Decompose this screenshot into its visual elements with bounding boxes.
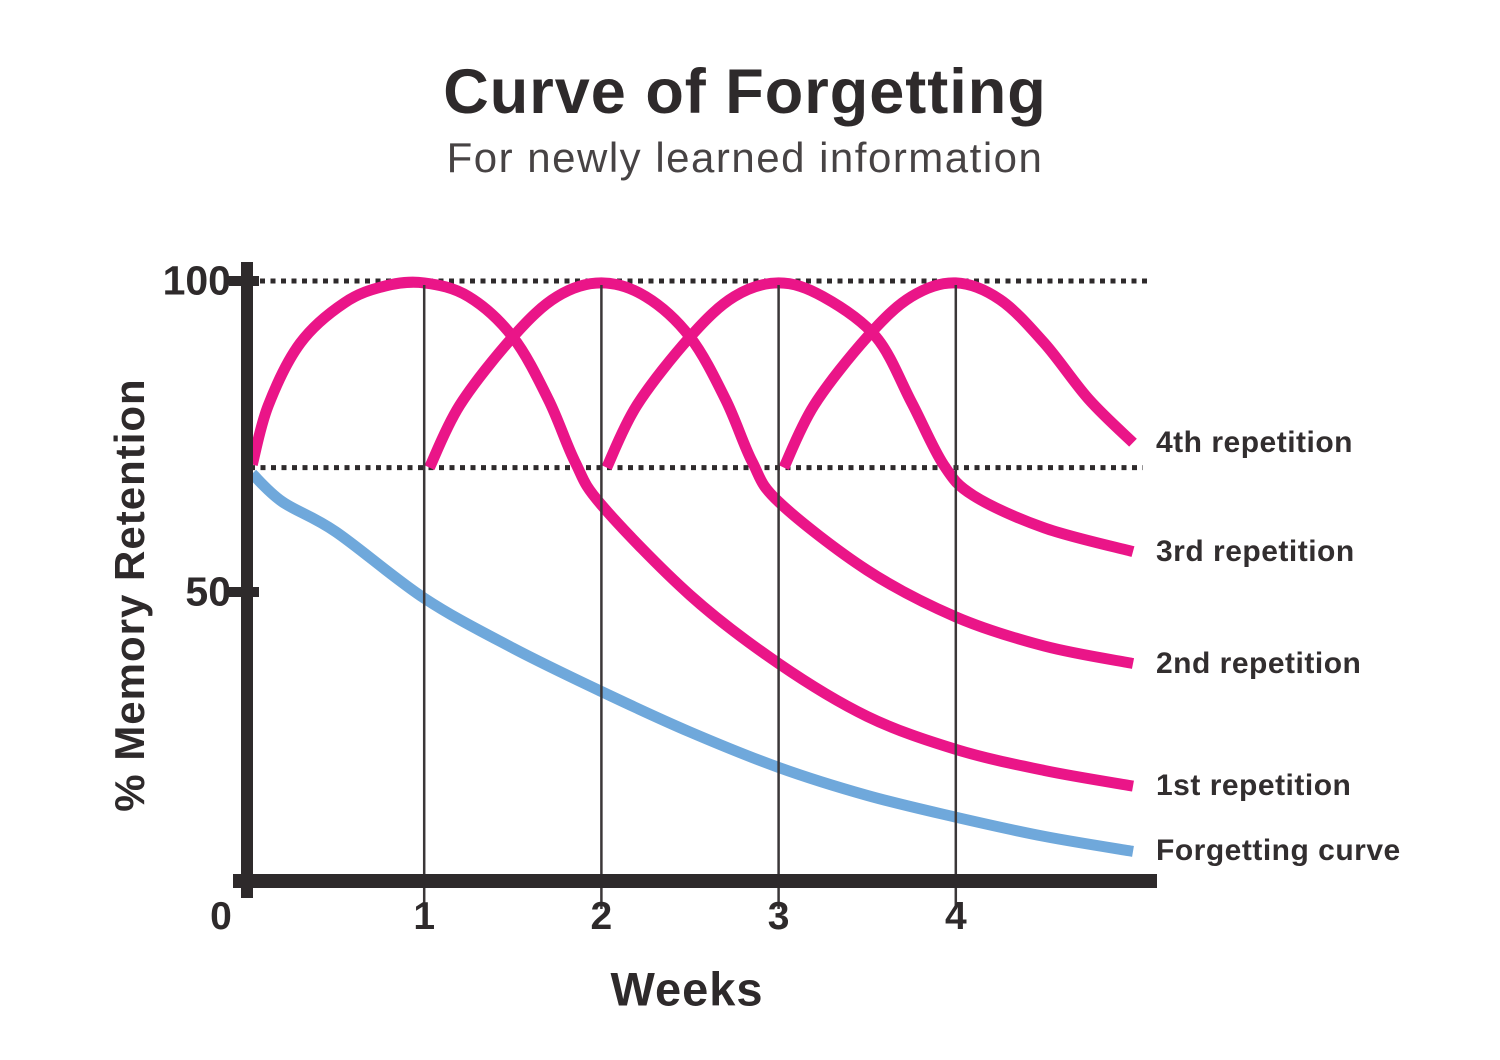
y-tick-label-100: 100 [162,257,231,304]
y-tick-mark-50 [229,587,259,597]
curve-label-1st-repetition: 1st repetition [1156,769,1352,803]
x-axis-line [233,874,1157,888]
chart-title: Curve of Forgetting [443,57,1047,127]
curve-label-2nd-repetition: 2nd repetition [1156,646,1362,680]
x-tick-label-1: 1 [413,895,436,938]
repetition-3-curve-line [601,277,1135,557]
repetition-1-curve-line [246,276,1134,792]
x-tick-label-2: 2 [590,895,613,938]
repetition-2-curve-line [424,277,1135,669]
curve-label-forgetting-curve: Forgetting curve [1156,834,1401,868]
curve-label-4th-repetition: 4th repetition [1156,425,1354,459]
x-axis-title: Weeks [610,962,764,1016]
y-tick-label-50: 50 [185,568,231,615]
repetition-4-curve-line [778,277,1137,470]
chart-subtitle: For newly learned information [446,134,1044,181]
y-axis-line [241,262,253,898]
x-tick-label-0: 0 [210,895,232,938]
curve-label-3rd-repetition: 3rd repetition [1156,534,1355,568]
x-tick-label-4: 4 [944,895,967,938]
x-tick-label-3: 3 [767,895,790,938]
forgetting-curve-line [248,469,1134,857]
y-tick-mark-100 [229,276,259,286]
